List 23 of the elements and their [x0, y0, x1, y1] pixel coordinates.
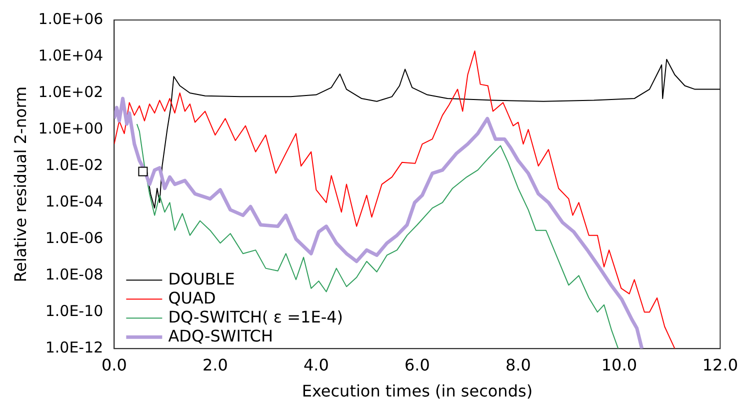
legend-label: DQ-SWITCH( ε =1E-4)	[168, 307, 344, 326]
x-tick-label: 12.0	[702, 355, 738, 374]
y-axis-title: Relative residual 2-norm	[10, 86, 30, 282]
y-tick-label: 1.0E-08	[45, 265, 104, 284]
y-tick-label: 1.0E-12	[45, 338, 104, 356]
x-axis-title: Execution times (in seconds)	[302, 382, 533, 401]
y-tick-label: 1.0E+00	[38, 119, 104, 138]
x-tick-label: 6.0	[404, 355, 430, 374]
y-tick-label: 1.0E-06	[45, 228, 104, 247]
x-tick-label: 8.0	[505, 355, 531, 374]
x-tick-label: 4.0	[303, 355, 329, 374]
legend-label: QUAD	[168, 288, 216, 308]
y-tick-label: 1.0E-04	[45, 192, 104, 210]
x-tick-label: 10.0	[601, 355, 637, 374]
y-tick-label: 1.0E-02	[45, 156, 104, 174]
legend-label: DOUBLE	[168, 269, 235, 288]
x-tick-label: 2.0	[202, 355, 228, 374]
y-tick-label: 1.0E+06	[38, 10, 104, 28]
x-tick-label: 0.0	[101, 355, 127, 374]
y-tick-label: 1.0E-10	[45, 302, 104, 320]
legend-label: ADQ-SWITCH	[168, 326, 273, 346]
y-tick-label: 1.0E+02	[38, 82, 104, 101]
y-tick-label: 1.0E+04	[38, 46, 104, 64]
